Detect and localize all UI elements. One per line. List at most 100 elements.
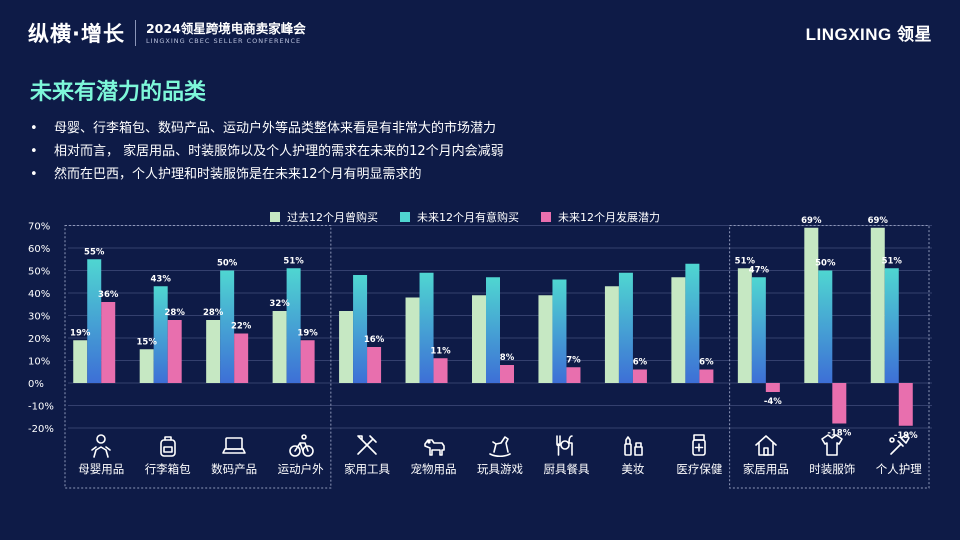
bar-past xyxy=(339,311,354,383)
bar-potential xyxy=(101,302,116,383)
category-item: 行李箱包 xyxy=(128,432,208,477)
bar-past xyxy=(472,295,486,383)
legend-label-past: 过去12个月曾购买 xyxy=(287,211,378,224)
y-tick-label: 0% xyxy=(28,379,44,390)
bullet-text: 相对而言， 家居用品、时装服饰以及个人护理的需求在未来的12个月内会减弱 xyxy=(54,144,504,159)
category-item: 宠物用品 xyxy=(394,432,474,477)
bar-potential xyxy=(367,347,382,383)
data-label: -18% xyxy=(827,429,851,439)
y-tick-label: 50% xyxy=(28,267,50,278)
brand-divider xyxy=(134,20,136,46)
category-label: 美妆 xyxy=(621,462,645,476)
bar-potential xyxy=(234,333,249,383)
legend-item-future: 未来12个月有意购买 xyxy=(400,209,519,225)
category-item: 厨具餐具 xyxy=(526,432,606,477)
y-tick-label: -10% xyxy=(28,402,54,413)
bar-past xyxy=(538,295,553,383)
bar-potential xyxy=(500,365,514,383)
category-item: 美妆 xyxy=(593,432,673,477)
bar-future xyxy=(220,270,235,383)
bar-past xyxy=(405,297,420,383)
data-label: 51% xyxy=(283,256,304,266)
category-label: 医疗保健 xyxy=(676,462,723,476)
legend-label-future: 未来12个月有意购买 xyxy=(417,211,519,224)
bar-future xyxy=(751,277,766,383)
bar-past xyxy=(272,311,287,383)
bullet-marker: • xyxy=(30,121,38,136)
category-item: 家用工具 xyxy=(327,432,407,477)
bar-potential xyxy=(167,320,182,383)
category-item: 玩具游戏 xyxy=(460,432,540,477)
category-label: 行李箱包 xyxy=(144,462,191,476)
data-label: 69% xyxy=(801,216,822,226)
data-label: 51% xyxy=(882,256,903,266)
y-axis: 70% 60% 50% 40% 30% 20% 10% 0% -10% -20% xyxy=(28,222,54,436)
data-label: 22% xyxy=(231,322,252,332)
dog-icon xyxy=(423,439,445,456)
data-label: 36% xyxy=(98,290,119,300)
category-item: 医疗保健 xyxy=(659,432,739,477)
category-label: 数码产品 xyxy=(211,462,258,476)
category-label: 母婴用品 xyxy=(78,462,125,476)
event-title: 2024领星跨境电商卖家峰会 xyxy=(145,20,306,36)
bullet-marker: • xyxy=(30,167,38,182)
highlight-boxes xyxy=(64,225,930,489)
category-item: 时装服饰 xyxy=(792,432,872,477)
data-label: 7% xyxy=(566,355,581,365)
medicine-icon xyxy=(692,434,707,456)
bar-future xyxy=(818,270,833,383)
data-label: 50% xyxy=(815,259,836,269)
data-label: 28% xyxy=(203,308,224,318)
bar-potential xyxy=(765,383,780,392)
legend-swatch-potential xyxy=(541,212,551,222)
chart-legend: 过去12个月曾购买 未来12个月有意购买 未来12个月发展潜力 xyxy=(270,209,682,225)
category-item: 母婴用品 xyxy=(61,432,141,477)
tools-icon xyxy=(357,435,377,455)
bar-potential xyxy=(898,383,913,426)
data-label: 15% xyxy=(137,337,158,347)
bar-past xyxy=(73,340,88,383)
bullet-item: • 相对而言， 家居用品、时装服饰以及个人护理的需求在未来的12个月内会减弱 xyxy=(30,140,504,163)
house-icon xyxy=(755,435,777,456)
bar-future xyxy=(685,263,700,383)
category-label: 家居用品 xyxy=(742,462,789,476)
event-subtitle: LINGXING CBEC SELLER CONFERENCE xyxy=(145,36,302,45)
data-label: -4% xyxy=(764,397,782,407)
bar-potential xyxy=(433,358,448,383)
data-label: 19% xyxy=(70,328,91,338)
y-tick-label: -20% xyxy=(28,424,54,435)
bar-future xyxy=(87,259,102,383)
data-label: 51% xyxy=(735,256,756,266)
y-tick-label: 10% xyxy=(28,357,50,368)
highlight-box xyxy=(64,225,332,489)
y-tick-label: 40% xyxy=(28,289,50,300)
data-label: 6% xyxy=(699,358,714,368)
bullet-item: • 然而在巴西，个人护理和时装服饰是在未来12个月有明显需求的 xyxy=(30,163,504,186)
backpack-icon xyxy=(159,436,176,457)
legend-item-past: 过去12个月曾购买 xyxy=(270,209,378,225)
data-label: 50% xyxy=(217,259,238,269)
brand-slogan: 纵横·增长 xyxy=(28,22,125,46)
category-label: 厨具餐具 xyxy=(543,462,590,476)
bar-future xyxy=(153,286,168,383)
bar-potential xyxy=(632,369,647,383)
page-title: 未来有潜力的品类 xyxy=(30,80,207,105)
beauty-icon xyxy=(888,434,910,455)
shirt-icon xyxy=(821,434,844,456)
highlight-box xyxy=(729,225,930,489)
bar-future xyxy=(486,277,500,383)
data-label: 32% xyxy=(269,299,290,309)
rocking-horse-icon xyxy=(489,436,511,458)
bar-potential xyxy=(832,383,847,424)
legend-swatch-past xyxy=(270,212,280,222)
category-item: 数码产品 xyxy=(194,432,274,477)
data-label: 6% xyxy=(633,358,648,368)
brand-event: 2024领星跨境电商卖家峰会 LINGXING CBEC SELLER CONF… xyxy=(146,21,306,46)
bar-future xyxy=(618,272,633,383)
bar-potential xyxy=(699,369,714,383)
cyclist-icon xyxy=(288,434,314,457)
y-tick-label: 70% xyxy=(28,222,50,233)
data-label: 19% xyxy=(297,328,318,338)
legend-item-potential: 未来12个月发展潜力 xyxy=(541,209,660,225)
